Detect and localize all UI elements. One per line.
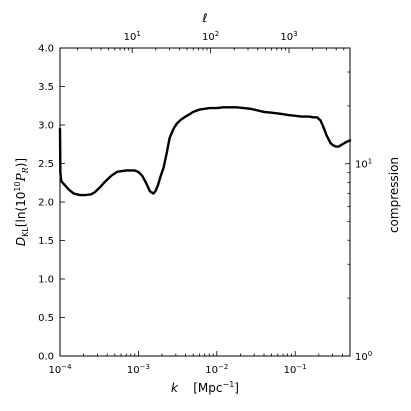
series-layer (58, 106, 352, 197)
x-tick-label: 10−2 (205, 363, 228, 376)
y-tick-label: 3.0 (38, 121, 54, 132)
series-line-0 (58, 106, 352, 197)
x-axis-label: k [Mpc−1] (171, 380, 239, 395)
y-tick-label: 4.0 (38, 44, 54, 55)
y-axis-label: DKL[ln(1010PR)] (13, 158, 30, 246)
y-tick-label: 0.5 (38, 313, 54, 324)
top-tick-label: 101 (124, 30, 141, 43)
x-tick-label: 10−1 (284, 363, 307, 376)
y-tick-label: 3.5 (38, 82, 54, 93)
y-tick-label: 2.0 (38, 198, 54, 209)
y-tick-label: 2.5 (38, 159, 54, 170)
x-tick-label: 10−3 (127, 363, 150, 376)
y-tick-label: 1.0 (38, 275, 54, 286)
right-tick-label: 100 (355, 350, 372, 363)
x-tick-label: 10−4 (48, 363, 72, 376)
top-tick-label: 103 (280, 30, 297, 43)
right-tick-label: 101 (355, 158, 372, 171)
top-axis-label: ℓ (202, 11, 208, 25)
ticks-layer: 10−4 10−3 10−2 10−1 0.0 0.5 1.0 1.5 2.0 2.5 3.0 3.5… (38, 30, 372, 376)
right-axis-label: compression (387, 157, 401, 233)
top-tick-label: 102 (202, 30, 219, 43)
plot-frame (59, 47, 351, 357)
y-tick-label: 1.5 (38, 236, 54, 247)
y-tick-label: 0.0 (38, 352, 54, 363)
